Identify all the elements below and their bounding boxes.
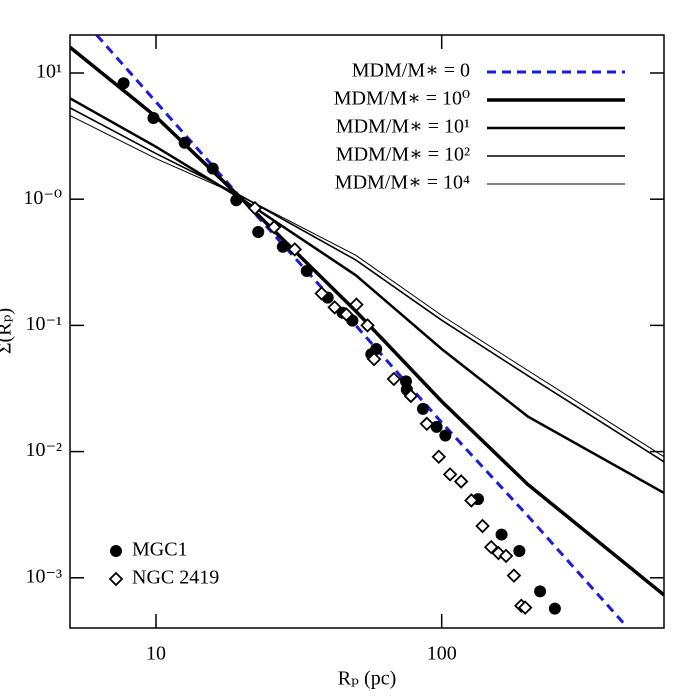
y-tick-label: 10¹ bbox=[36, 61, 62, 83]
circle-marker bbox=[495, 528, 508, 541]
model-line bbox=[70, 97, 664, 495]
y-axis-title: Σ(Rₚ) bbox=[0, 308, 16, 354]
diamond-marker bbox=[506, 568, 522, 583]
diamond-marker bbox=[475, 518, 490, 534]
legend-swatch bbox=[110, 545, 122, 557]
circle-marker bbox=[252, 225, 265, 238]
legend-label: MGC1 bbox=[132, 539, 188, 561]
model-line bbox=[70, 115, 664, 458]
circle-marker bbox=[206, 162, 219, 175]
diamond-marker bbox=[314, 286, 329, 301]
circle-marker bbox=[548, 602, 561, 615]
y-tick-label: 10⁻¹ bbox=[25, 313, 62, 335]
circle-marker bbox=[230, 194, 243, 207]
circle-marker bbox=[416, 402, 429, 415]
diamond-marker bbox=[349, 297, 364, 312]
circle-marker bbox=[276, 240, 289, 253]
diamond-marker bbox=[453, 474, 469, 489]
diamond-marker bbox=[386, 371, 402, 387]
diamond-marker bbox=[366, 351, 382, 367]
legend-label: NGC 2419 bbox=[132, 567, 219, 589]
circle-marker bbox=[370, 342, 383, 355]
diamond-marker bbox=[360, 318, 375, 333]
circle-marker bbox=[147, 111, 160, 124]
circle-marker bbox=[439, 429, 452, 442]
x-tick-label: 10 bbox=[146, 643, 166, 665]
diamond-marker bbox=[498, 548, 514, 564]
diamond-marker bbox=[419, 416, 435, 432]
diamond-marker bbox=[287, 242, 303, 257]
diamond-marker bbox=[464, 493, 479, 508]
x-axis-title: Rₚ (pc) bbox=[338, 668, 397, 690]
y-tick-label: 10⁻² bbox=[25, 439, 62, 461]
circle-marker bbox=[117, 77, 130, 90]
legend-swatch bbox=[108, 571, 124, 587]
model-line bbox=[70, 107, 664, 463]
circle-marker bbox=[300, 264, 313, 277]
y-tick-label: 10⁻³ bbox=[25, 565, 62, 587]
diamond-marker bbox=[517, 600, 533, 615]
model-line bbox=[95, 35, 627, 627]
diamond-marker bbox=[442, 467, 458, 482]
circle-marker bbox=[513, 545, 526, 558]
diamond-marker bbox=[247, 200, 263, 216]
diamond-marker bbox=[403, 388, 419, 404]
plot-area bbox=[70, 35, 664, 627]
diamond-marker bbox=[266, 219, 282, 235]
diamond-marker bbox=[339, 307, 354, 322]
y-tick-label: 10⁻⁰ bbox=[23, 187, 62, 209]
circle-marker bbox=[534, 585, 547, 598]
x-tick-label: 100 bbox=[427, 643, 457, 665]
plot-frame bbox=[69, 34, 665, 629]
legend-label: MDM/M∗ = 10² bbox=[336, 144, 470, 166]
legend-label: MDM/M∗ = 10¹ bbox=[336, 116, 470, 138]
legend-label: MDM/M∗ = 10⁰ bbox=[334, 88, 470, 110]
diamond-marker bbox=[327, 300, 342, 315]
diamond-marker bbox=[431, 449, 447, 465]
legend-label: MDM/M∗ = 0 bbox=[352, 60, 470, 82]
legend-label: MDM/M∗ = 10⁴ bbox=[335, 172, 470, 194]
circle-marker bbox=[178, 136, 191, 149]
